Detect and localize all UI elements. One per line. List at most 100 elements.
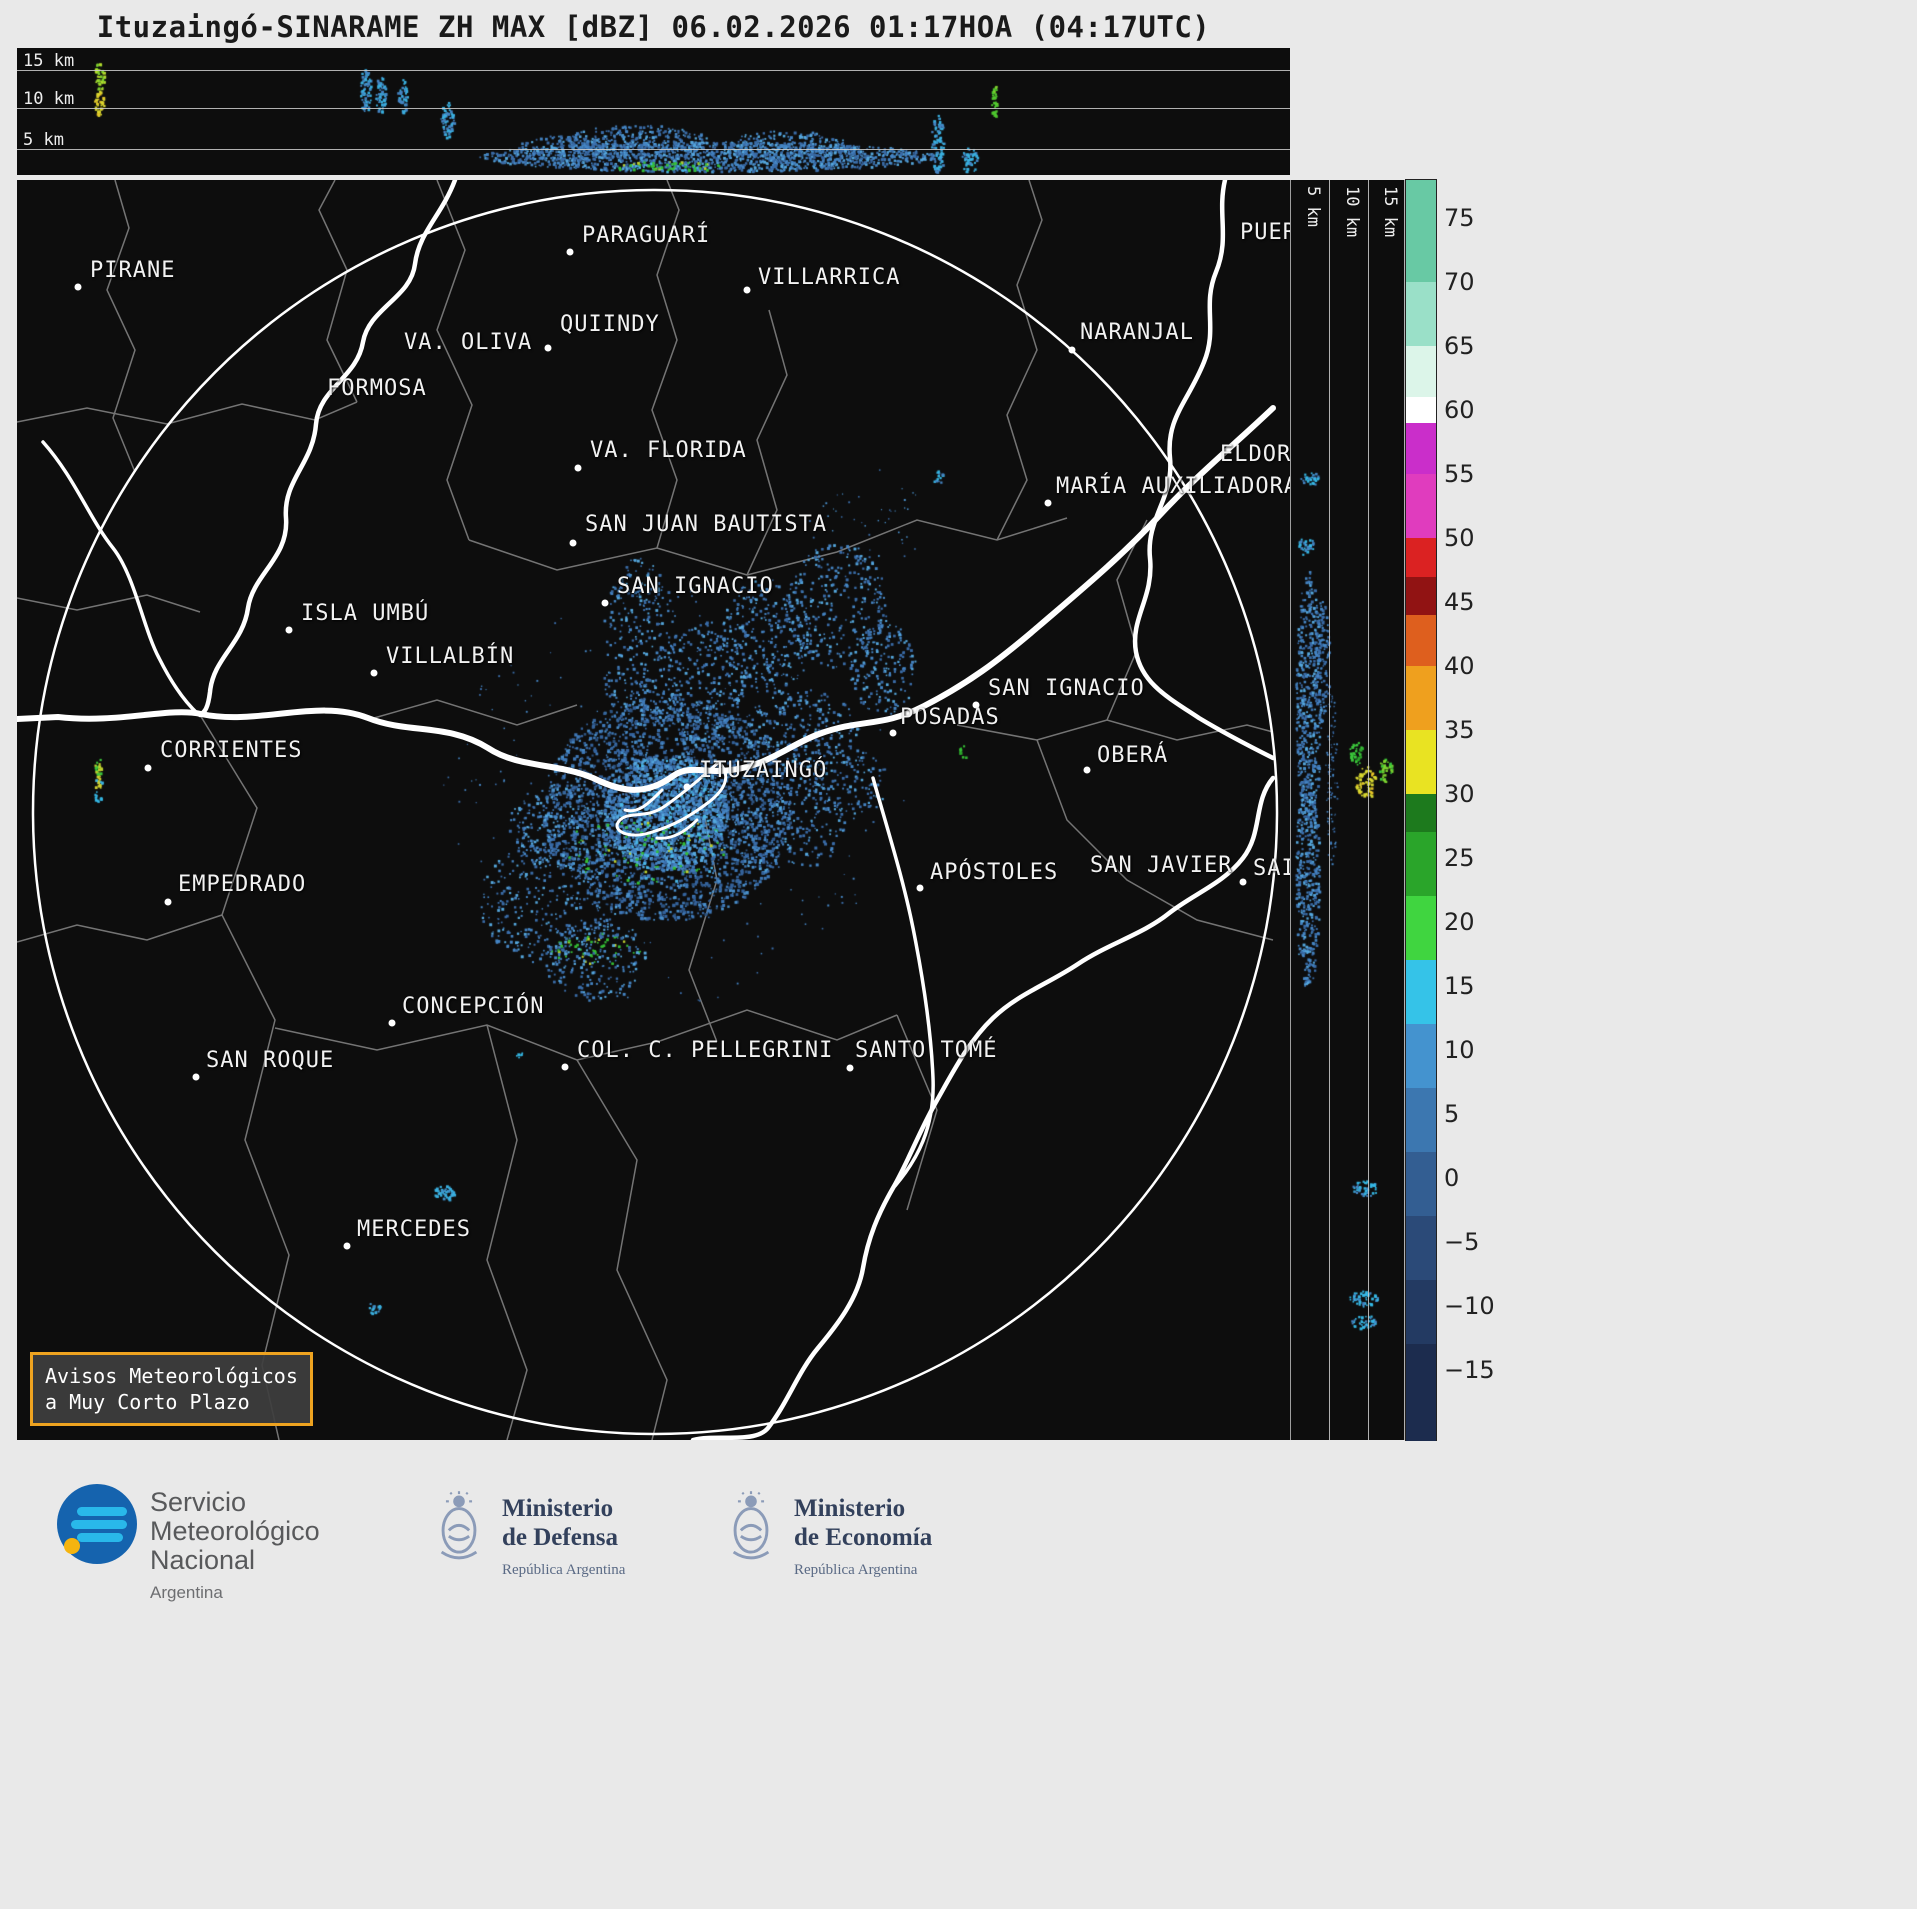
city-label: PUER (1240, 220, 1290, 245)
dbz-colorbar (1405, 179, 1437, 1441)
colorbar-tick-label: 5 (1444, 1099, 1460, 1128)
colorbar-segment (1406, 1152, 1436, 1217)
city-dot (574, 464, 582, 472)
colorbar-tick-label: 10 (1444, 1035, 1475, 1064)
city-label: VILLARRICA (758, 265, 901, 290)
ministry-line: de Economía (794, 1524, 933, 1551)
smn-line: Servicio (150, 1487, 247, 1517)
warning-line: Avisos Meteorológicos (45, 1364, 298, 1388)
colorbar-segment (1406, 282, 1436, 347)
warning-line: a Muy Corto Plazo (45, 1390, 250, 1414)
city-dot (1083, 766, 1091, 774)
city-label: QUIINDY (560, 312, 660, 337)
city-label: SANTO TOMÉ (855, 1038, 998, 1063)
city-label: VILLALBÍN (386, 644, 515, 669)
city-label: COL. C. PELLEGRINI (577, 1038, 834, 1063)
city-label: VA. OLIVA (404, 330, 533, 355)
axis-label-5km: 5 km (1303, 186, 1323, 227)
colorbar-tick-label: −5 (1444, 1227, 1480, 1256)
colorbar-segment (1406, 346, 1436, 399)
axis-label-15km: 15 km (23, 51, 75, 71)
city-dot (1239, 878, 1247, 886)
city-dot (566, 248, 574, 256)
city-label: MERCEDES (357, 1217, 471, 1242)
gridline-10km (1368, 180, 1369, 1440)
top-cross-section-canvas (17, 48, 1290, 175)
colorbar-segment (1406, 960, 1436, 1025)
colorbar-tick-label: 20 (1444, 907, 1475, 936)
colorbar-segment (1406, 180, 1436, 283)
river-parana-braid (615, 760, 728, 837)
city-dot (74, 283, 82, 291)
city-label: SAN ROQUE (206, 1048, 335, 1073)
city-dot (192, 1073, 200, 1081)
city-label: ELDOR (1220, 442, 1290, 467)
smn-line-small: Argentina (150, 1583, 223, 1602)
colorbar-segment (1406, 666, 1436, 731)
colorbar-tick-label: 55 (1444, 460, 1475, 489)
defensa-crest-icon (440, 1491, 478, 1560)
colorbar-tick-label: −15 (1444, 1355, 1495, 1384)
city-dot (388, 1019, 396, 1027)
city-dot (1044, 499, 1052, 507)
city-dot (569, 539, 577, 547)
smn-logo (57, 1484, 137, 1564)
city-label: PIRANE (90, 258, 176, 283)
city-label: FORMOSA (327, 376, 427, 401)
city-dot (343, 1242, 351, 1250)
ministry-line: Ministerio (794, 1495, 906, 1522)
top-cross-section-panel: 15 km 10 km 5 km (17, 48, 1290, 175)
city-dot (1068, 346, 1076, 354)
city-label: PARAGUARÍ (582, 223, 711, 248)
city-label: MARÍA AUXILIADORA (1056, 474, 1290, 499)
city-label: APÓSTOLES (930, 860, 1059, 885)
gridline-15km (1404, 180, 1405, 1440)
radar-map-panel: PIRANE PARAGUARÍ VILLARRICA VA. OLIVA QUIIND… (17, 180, 1290, 1440)
colorbar-tick-label: 0 (1444, 1163, 1460, 1192)
river-uruguay-lower (690, 775, 1276, 1440)
city-dot (370, 669, 378, 677)
river-parana (17, 405, 1276, 793)
colorbar-tick-label: 40 (1444, 652, 1475, 681)
city-dot (561, 1063, 569, 1071)
ministry-line: de Defensa (502, 1524, 618, 1551)
colorbar-tick-label: 75 (1444, 204, 1475, 233)
city-label: CONCEPCIÓN (402, 994, 545, 1019)
ministry-line: Ministerio (502, 1495, 614, 1522)
city-dot (164, 898, 172, 906)
city-label: NARANJAL (1080, 320, 1194, 345)
colorbar-segment (1406, 1216, 1436, 1281)
ministry-line-small: República Argentina (502, 1562, 626, 1578)
river-bermejo (41, 440, 200, 716)
colorbar-segment (1406, 794, 1436, 833)
colorbar-tick-label: 35 (1444, 716, 1475, 745)
smn-wordmark: Servicio Meteorológico Nacional Argentin… (150, 1488, 320, 1607)
colorbar-tick-label: 15 (1444, 971, 1475, 1000)
colorbar-segment (1406, 730, 1436, 795)
city-dot (285, 626, 293, 634)
city-label: SAN IGNACIO (617, 574, 774, 599)
city-label: SAN JAVIER (1090, 853, 1233, 878)
colorbar-tick-labels: 75 70 65 60 55 50 45 40 35 30 25 20 15 10 5 0 −5 −10 −15 (1444, 180, 1514, 1440)
page-title: Ituzaingó-SINARAME ZH MAX [dBZ] 06.02.20… (96, 10, 1211, 44)
city-label: SAN JUAN BAUTISTA (585, 512, 828, 537)
city-dot (544, 344, 552, 352)
economia-crest-icon (732, 1491, 770, 1560)
city-dot (889, 729, 897, 737)
footer: Servicio Meteorológico Nacional Argentin… (0, 1470, 1917, 1650)
colorbar-segment (1406, 1280, 1436, 1345)
colorbar-tick-label: 50 (1444, 524, 1475, 553)
defensa-wordmark: Ministerio de Defensa República Argentin… (502, 1494, 625, 1585)
colorbar-tick-label: 30 (1444, 780, 1475, 808)
city-dot (916, 884, 924, 892)
side-cross-section-canvas (1291, 180, 1407, 1440)
gridline-5km (17, 149, 1290, 150)
city-label: SAI (1253, 856, 1290, 881)
city-dot (743, 286, 751, 294)
city-label: EMPEDRADO (178, 872, 307, 897)
city-dot (972, 701, 980, 709)
colorbar-segment (1406, 1344, 1436, 1441)
precipitation-canvas (17, 180, 1290, 1440)
city-label: SAN IGNACIO (988, 676, 1145, 701)
